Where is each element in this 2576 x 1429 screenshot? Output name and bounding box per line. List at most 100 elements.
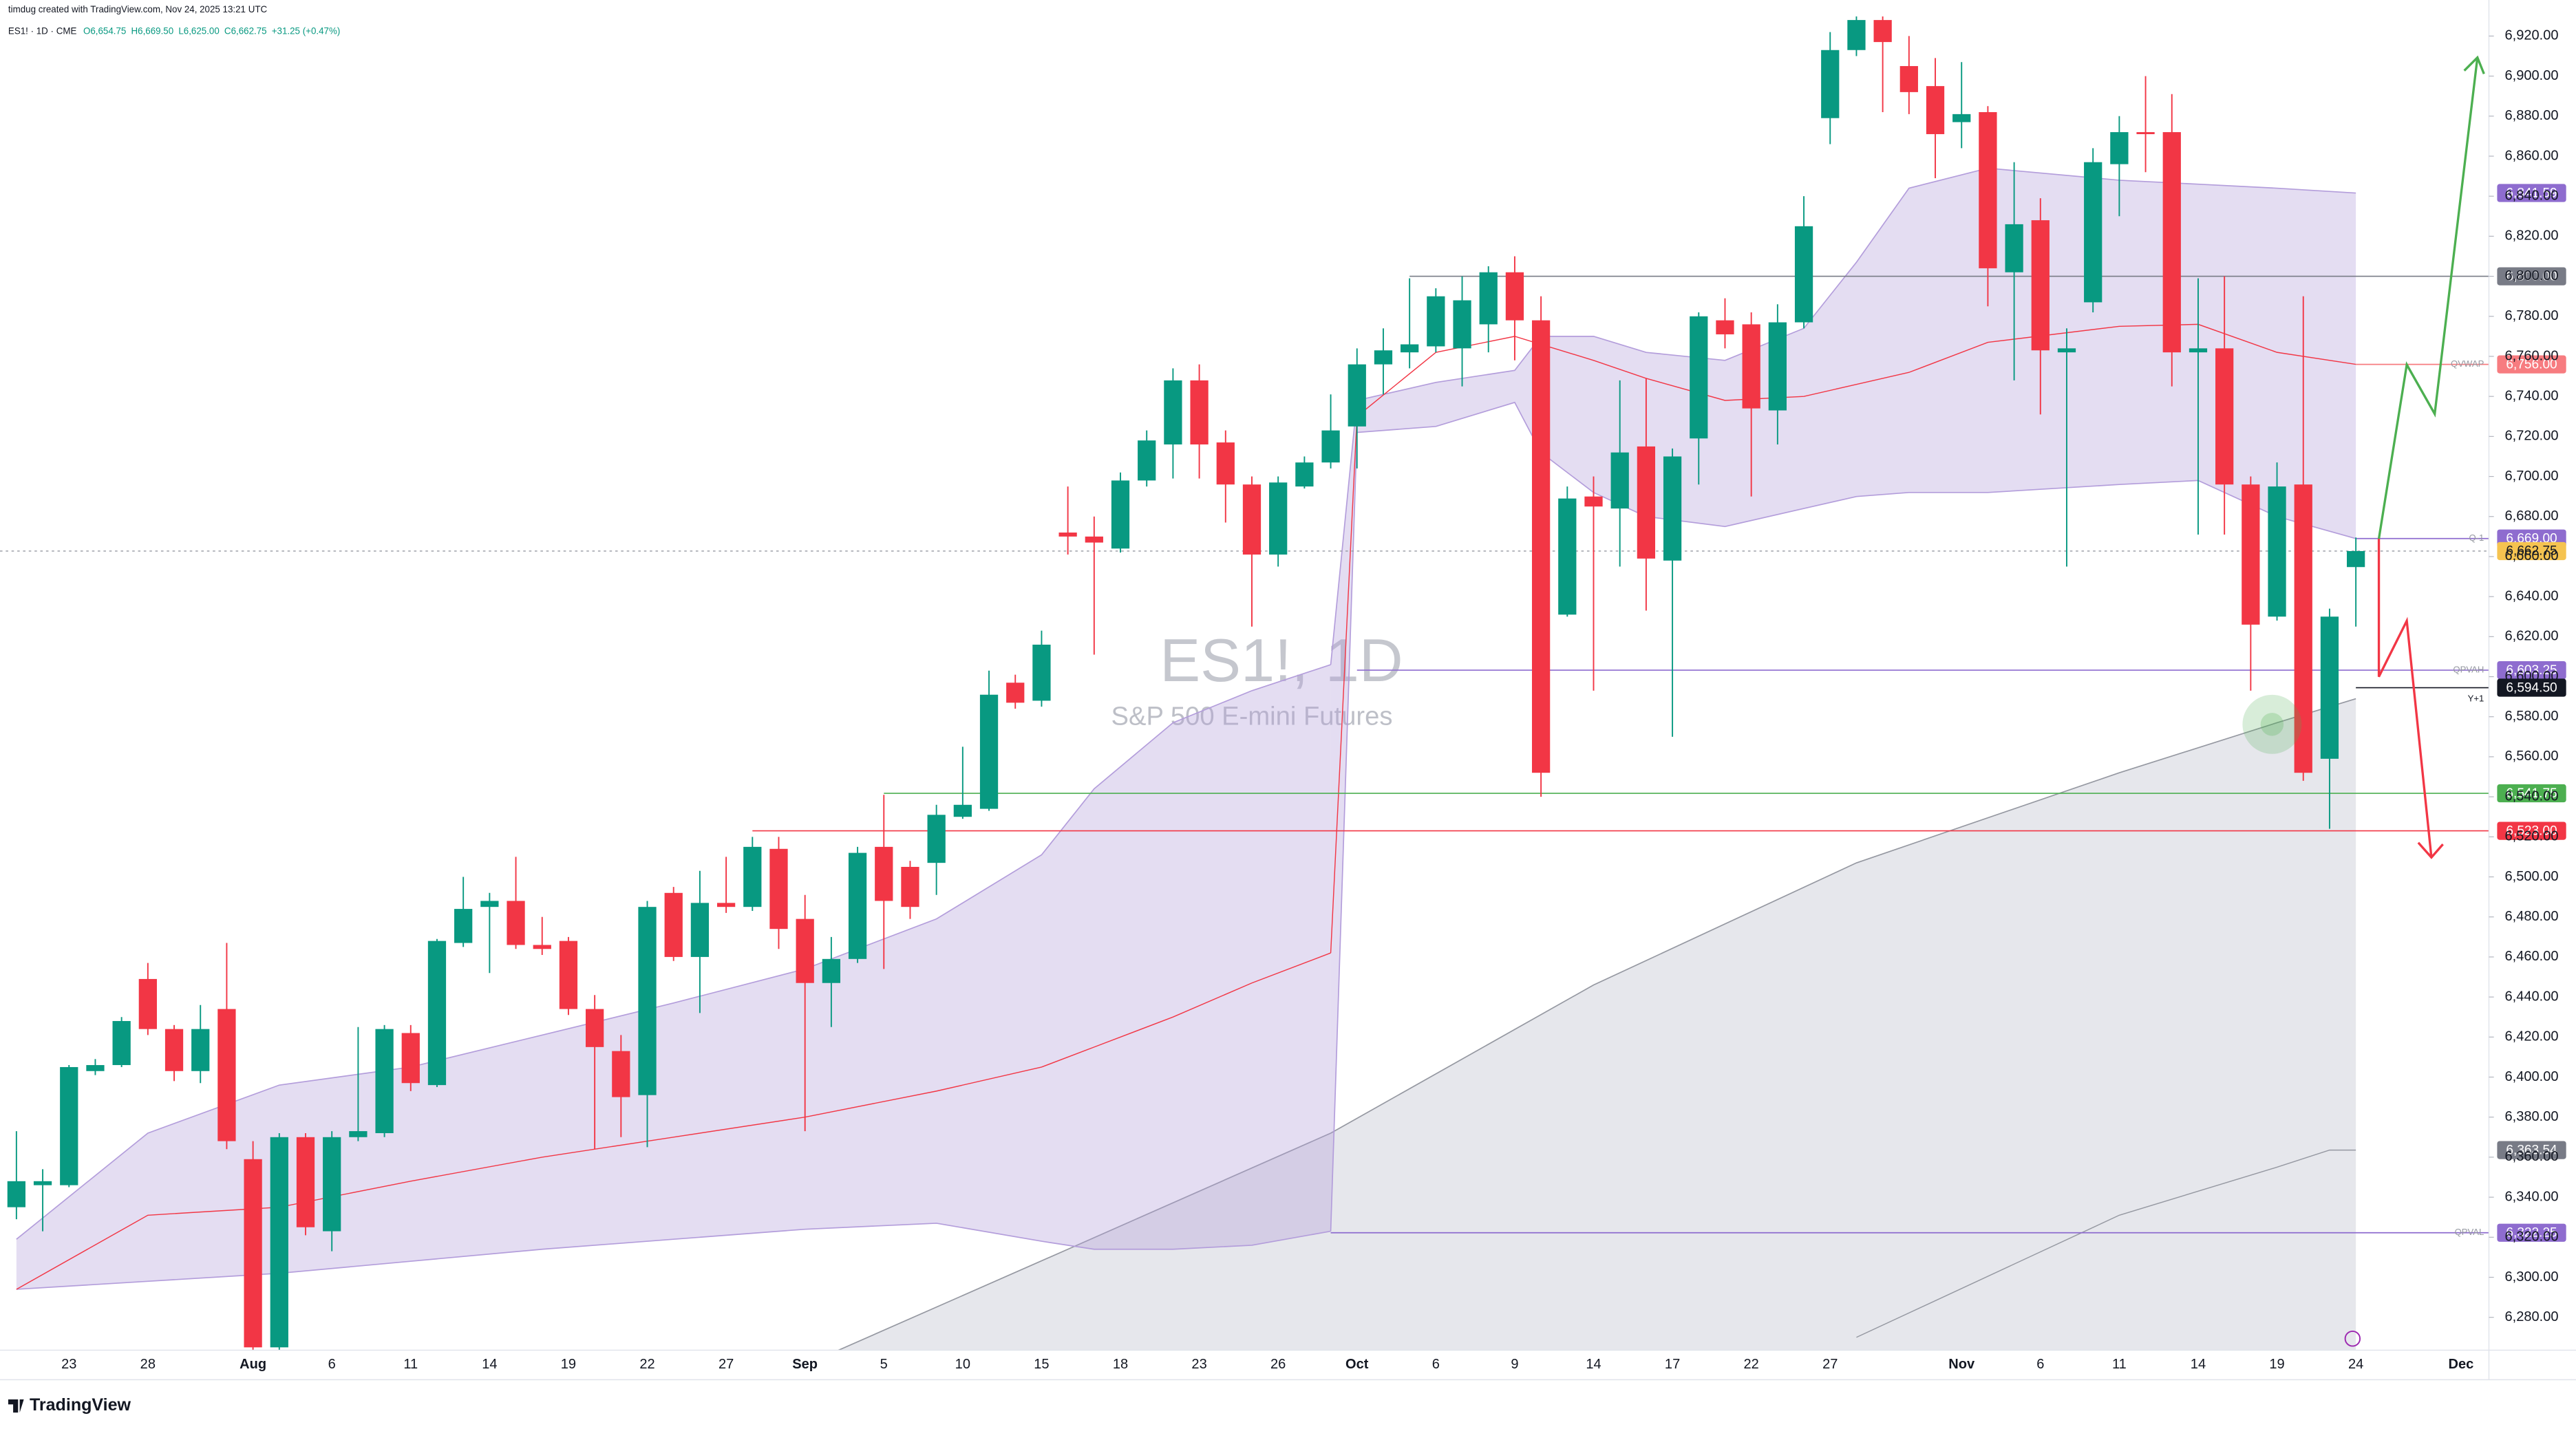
candle-body: [323, 1137, 341, 1232]
level-tag: QPVAH: [2453, 665, 2484, 675]
price-label: 6,800.00: [2506, 269, 2557, 283]
candle-body: [1873, 20, 1892, 43]
candle-body: [664, 892, 683, 957]
ohlc-high: H6,669.50: [131, 25, 174, 36]
candle-body: [112, 1021, 131, 1066]
candle-body: [1058, 533, 1077, 537]
x-tick-label: Sep: [792, 1357, 818, 1372]
x-tick-label: 11: [2112, 1357, 2127, 1372]
y-tick-label: 6,660.00: [2505, 548, 2559, 563]
y-tick-label: 6,440.00: [2505, 989, 2559, 1004]
y-tick-label: 6,420.00: [2505, 1029, 2559, 1044]
candle-body: [2031, 220, 2050, 351]
candle-body: [1952, 114, 1971, 122]
candle-body: [2346, 550, 2365, 568]
candle-body: [1899, 66, 1918, 92]
candle-body: [427, 941, 447, 1086]
x-tick-label: 27: [1822, 1357, 1838, 1372]
candle-body: [2084, 162, 2103, 303]
price-label: 6,541.75: [2506, 786, 2557, 801]
candle-body: [1663, 456, 1682, 561]
x-tick-label: 6: [1432, 1357, 1440, 1372]
symbol-legend: ES1! · 1D · CME O6,654.75 H6,669.50 L6,625.…: [8, 25, 340, 36]
price-label-bg: [2497, 660, 2566, 680]
candle-body: [2189, 348, 2208, 353]
price-label-bg: [2497, 1141, 2566, 1159]
annotations: [2242, 55, 2485, 1347]
highlight-dot: [2260, 713, 2284, 736]
y-tick-label: 6,620.00: [2505, 629, 2559, 644]
candle-body: [1190, 380, 1209, 444]
y-tick-label: 6,300.00: [2505, 1269, 2559, 1285]
candle-body: [690, 903, 710, 957]
candle-body: [191, 1029, 210, 1071]
candle-body: [1006, 683, 1025, 703]
price-label: 6,363.54: [2506, 1143, 2557, 1157]
candle-body: [1926, 86, 1945, 134]
x-tick-label: Dec: [2449, 1357, 2474, 1372]
price-label-bg: [2497, 678, 2566, 697]
price-label: 6,523.00: [2506, 824, 2557, 838]
ohlc-open: O6,654.75: [83, 25, 126, 36]
y-tick-label: 6,820.00: [2505, 228, 2559, 244]
candle-body: [1348, 364, 1366, 427]
candle-body: [2110, 132, 2129, 164]
candle-body: [217, 1009, 236, 1141]
x-tick-label: 10: [955, 1357, 970, 1372]
price-label: 6,841.59: [2506, 186, 2557, 200]
candle-body: [1979, 111, 1997, 268]
y-tick-label: 6,400.00: [2505, 1069, 2559, 1084]
price-label: 6,322.25: [2506, 1226, 2557, 1240]
candle-body: [2320, 616, 2339, 759]
y-tick-label: 6,640.00: [2505, 588, 2559, 603]
band-lower: [1330, 401, 2356, 1232]
candle-body: [612, 1051, 630, 1097]
y-tick-label: 6,880.00: [2505, 108, 2559, 123]
x-tick-label: 23: [61, 1357, 76, 1372]
x-tick-label: Oct: [1345, 1357, 1369, 1372]
candle-body: [1690, 316, 1708, 439]
logo: TradingView: [30, 1395, 131, 1415]
y-tick-label: 6,560.00: [2505, 749, 2559, 764]
candle-body: [349, 1131, 368, 1137]
candle-body: [60, 1066, 78, 1185]
candle-body: [953, 804, 972, 817]
y-tick-label: 6,740.00: [2505, 388, 2559, 403]
candle-body: [1742, 324, 1760, 409]
candle-body: [1794, 226, 1813, 323]
candle-body: [1111, 480, 1130, 549]
x-tick-label: 9: [1511, 1357, 1518, 1372]
candle-body: [1584, 496, 1603, 507]
candle-body: [1768, 322, 1787, 411]
x-tick-label: 22: [639, 1357, 654, 1372]
candle-body: [901, 866, 919, 907]
candle-body: [927, 815, 946, 863]
price-label-bg: [2497, 784, 2566, 803]
band-middle: [1330, 323, 2356, 954]
level-tag: Q-1: [2469, 533, 2484, 543]
y-tick-label: 6,780.00: [2505, 308, 2559, 323]
candle-body: [138, 978, 157, 1029]
y-tick-label: 6,480.00: [2505, 909, 2559, 924]
candle-body: [244, 1159, 262, 1348]
candle-body: [1295, 462, 1314, 487]
x-tick-label: 14: [482, 1357, 497, 1372]
candle-body: [848, 852, 867, 959]
candle-body: [2162, 132, 2181, 353]
price-label-bg: [2497, 821, 2566, 840]
candle-body: [1847, 20, 1866, 50]
highlight-circle: [2242, 694, 2302, 754]
price-label: 6,594.50: [2506, 680, 2557, 695]
x-tick-label: 14: [1586, 1357, 1601, 1372]
x-tick-label: Aug: [239, 1357, 266, 1372]
x-tick-label: 18: [1113, 1357, 1128, 1372]
candle-body: [769, 848, 788, 930]
candle-body: [796, 918, 814, 983]
x-tick-label: 19: [2269, 1357, 2284, 1372]
axes: 6,280.00 6,300.00 6,320.00 6,340.00 6,360.00…: [0, 0, 2576, 1381]
x-tick-label: 23: [1191, 1357, 1206, 1372]
candles: [7, 16, 2365, 1351]
level-tag: QPVAL: [2455, 1227, 2484, 1237]
y-tick-label: 6,800.00: [2505, 268, 2559, 283]
